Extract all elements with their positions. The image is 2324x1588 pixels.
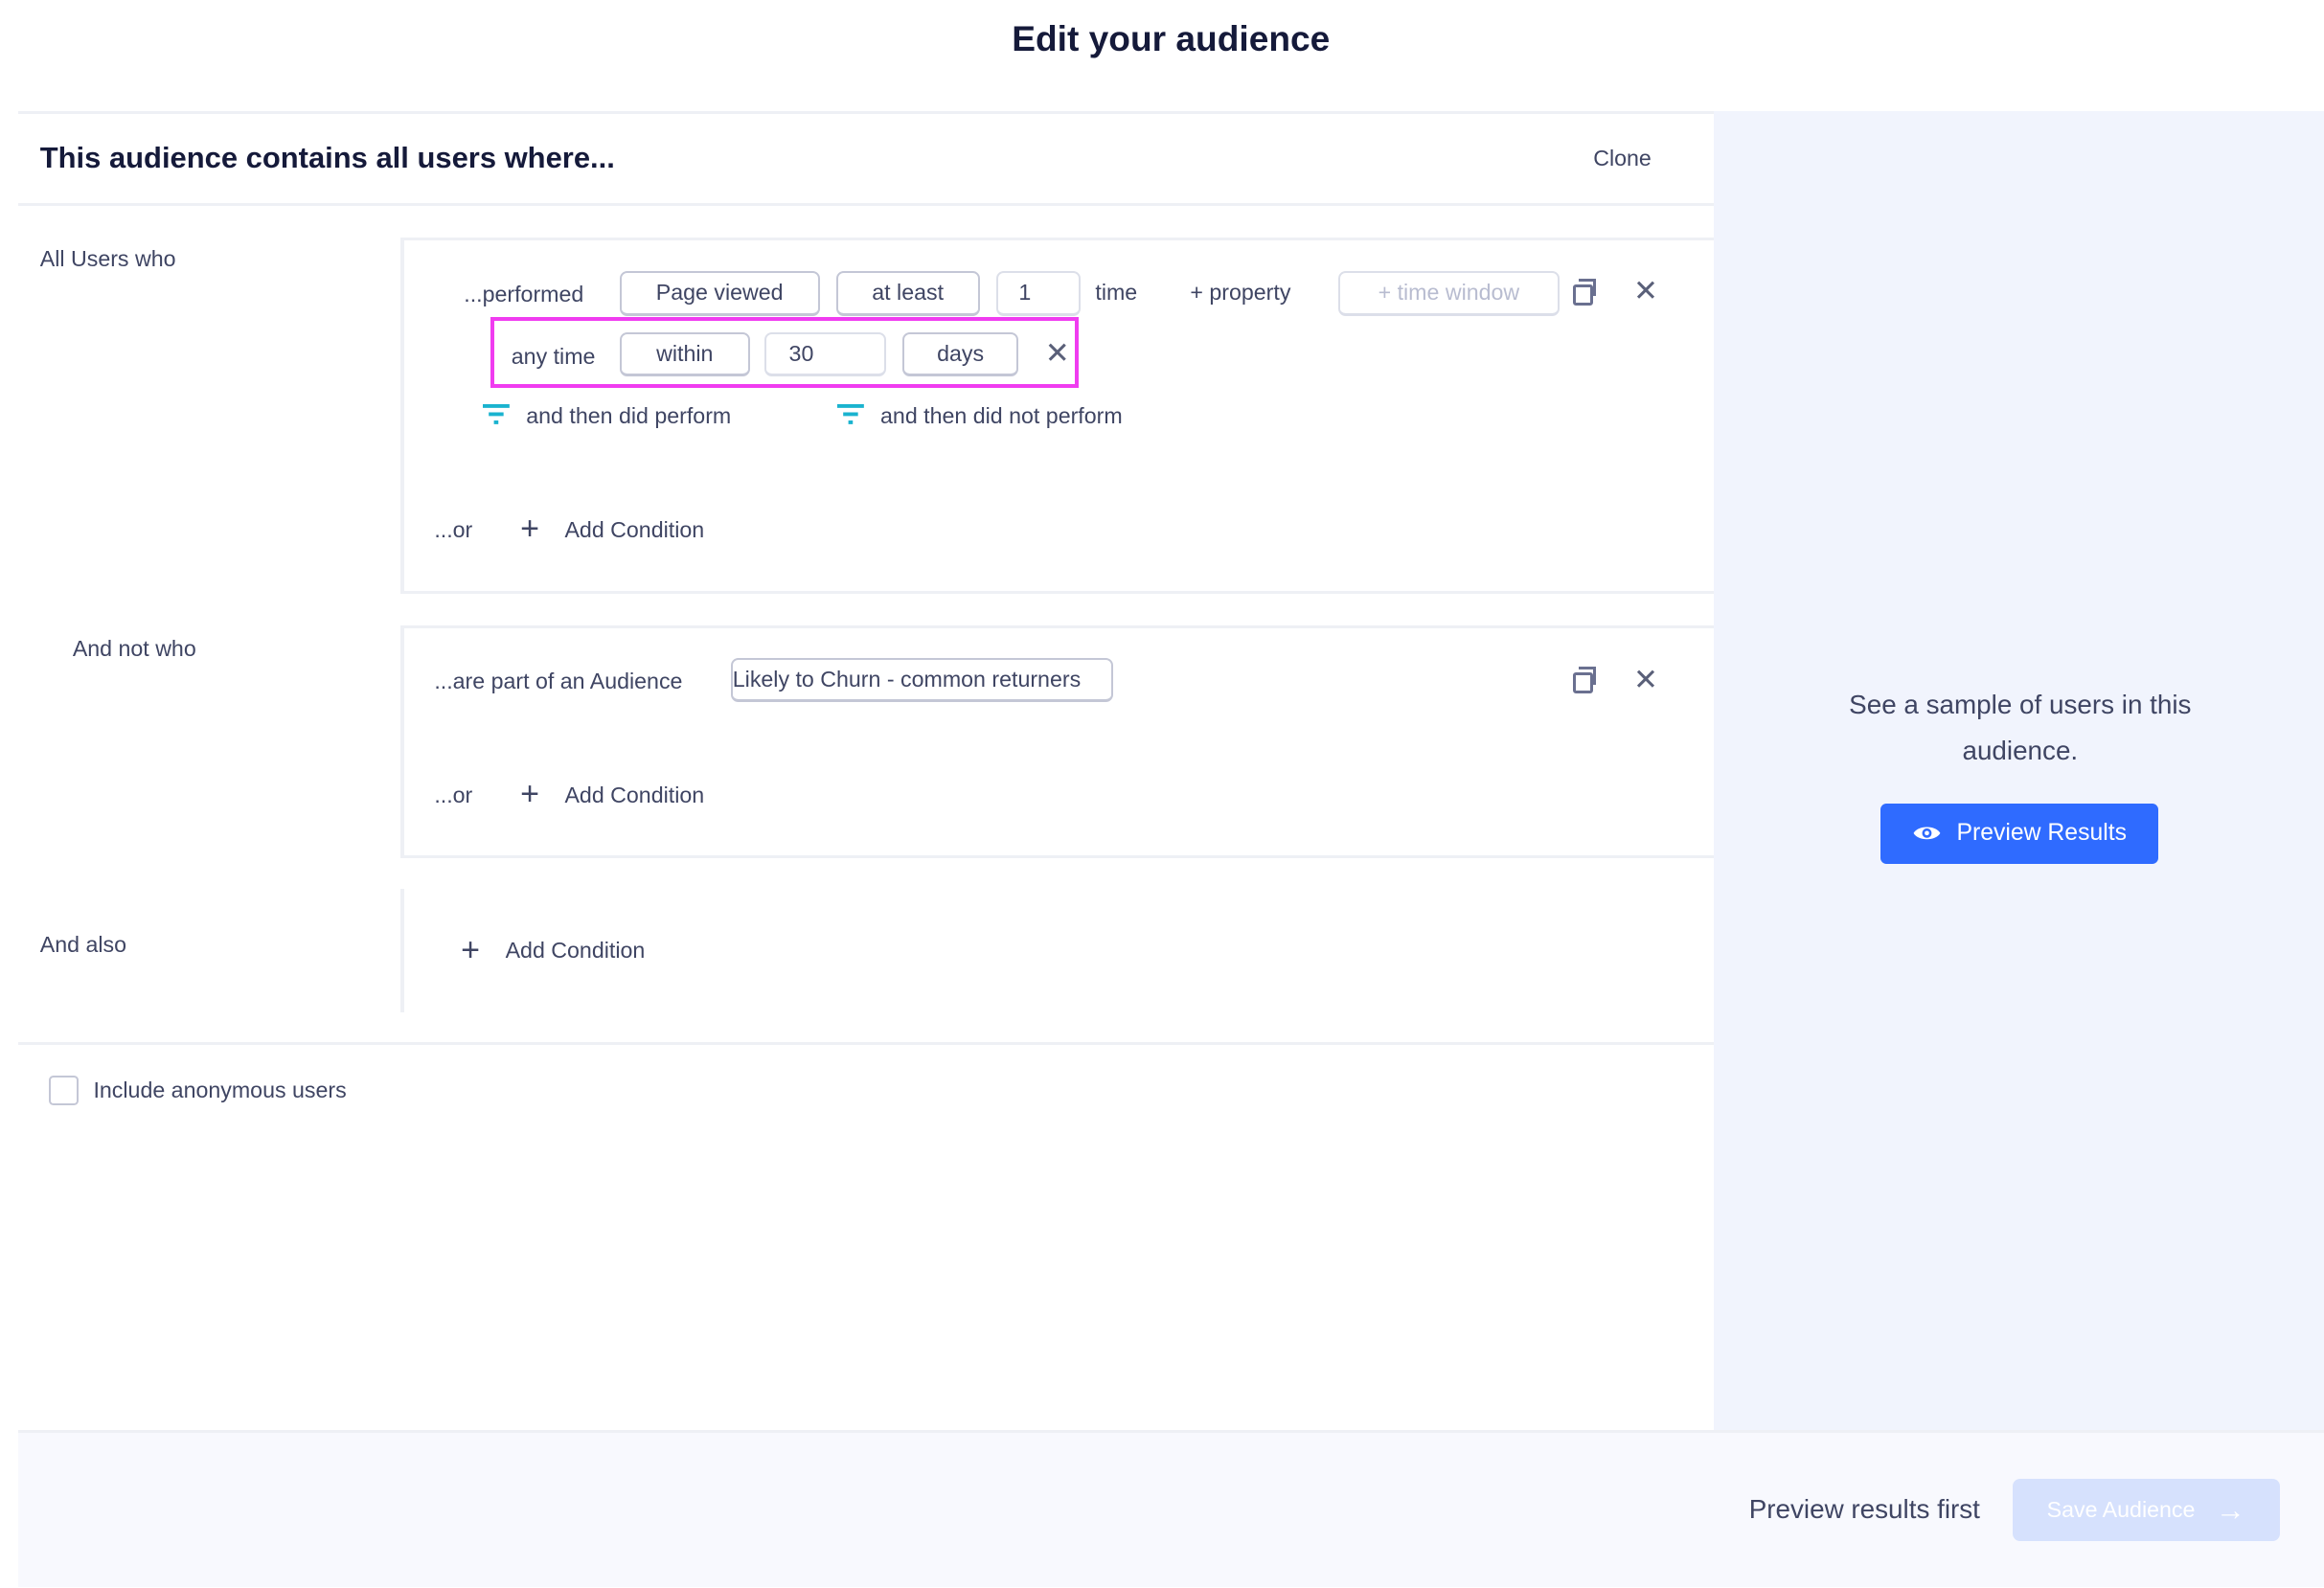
- divider: [17, 202, 1714, 207]
- plus-icon[interactable]: +: [520, 776, 539, 813]
- close-icon[interactable]: ✕: [1633, 274, 1658, 308]
- event-select[interactable]: Page viewed: [619, 271, 820, 316]
- duplicate-icon[interactable]: [1572, 278, 1597, 306]
- condition-group-2: [399, 624, 1714, 858]
- count-input[interactable]: 1: [995, 271, 1081, 316]
- save-audience-button[interactable]: Save Audience →: [2013, 1479, 2280, 1542]
- remove-time-window-icon[interactable]: ✕: [1044, 336, 1070, 371]
- page-title: Edit your audience: [1012, 17, 1331, 58]
- footer-hint: Preview results first: [1748, 1493, 1980, 1524]
- footer: [17, 1430, 2324, 1588]
- filter-icon: [837, 404, 864, 425]
- or-label: ...or: [434, 516, 473, 542]
- anonymous-users-checkbox[interactable]: [49, 1076, 79, 1106]
- plus-icon[interactable]: +: [461, 931, 481, 968]
- save-audience-label: Save Audience: [2046, 1497, 2196, 1523]
- add-condition-button[interactable]: Add Condition: [564, 782, 705, 807]
- preview-results-button[interactable]: Preview Results: [1880, 803, 2158, 864]
- time-unit-label: time: [1095, 280, 1138, 306]
- performed-label: ...performed: [464, 281, 584, 306]
- time-value-input[interactable]: 30: [764, 331, 887, 376]
- eye-icon: [1913, 827, 1941, 840]
- group-label-and-not: And not who: [72, 635, 196, 661]
- add-time-window-button[interactable]: + time window: [1338, 271, 1560, 316]
- group-label-all-users: All Users who: [39, 245, 176, 271]
- audience-editor: [17, 111, 1714, 1431]
- close-icon[interactable]: ✕: [1633, 662, 1658, 696]
- add-property-button[interactable]: + property: [1190, 280, 1291, 306]
- preview-results-label: Preview Results: [1956, 820, 2127, 847]
- then-did-not-perform-button[interactable]: and then did not perform: [880, 402, 1123, 428]
- time-unit-select[interactable]: days: [902, 331, 1018, 376]
- divider: [17, 1041, 1714, 1045]
- operator-select[interactable]: at least: [835, 271, 980, 316]
- arrow-right-icon: →: [2216, 1492, 2245, 1527]
- or-label: ...or: [434, 782, 473, 807]
- time-mode-select[interactable]: within: [619, 331, 750, 376]
- condition-group-3: [399, 889, 404, 1012]
- audience-select[interactable]: Likely to Churn - common returners: [730, 657, 1113, 703]
- anonymous-users-label: Include anonymous users: [93, 1077, 347, 1102]
- plus-icon[interactable]: +: [520, 510, 539, 548]
- audience-label: ...are part of an Audience: [434, 668, 683, 693]
- then-did-perform-button[interactable]: and then did perform: [526, 402, 732, 428]
- add-condition-button[interactable]: Add Condition: [564, 516, 705, 542]
- group-label-and-also: And also: [39, 932, 127, 958]
- time-prefix-label: any time: [511, 343, 596, 369]
- preview-panel: [1713, 111, 2324, 1431]
- add-condition-button[interactable]: Add Condition: [505, 938, 646, 964]
- editor-heading: This audience contains all users where..…: [39, 140, 615, 174]
- time-window-highlight: [490, 317, 1080, 389]
- preview-hint: See a sample of users in this audience.: [1849, 689, 2192, 765]
- filter-icon: [483, 404, 511, 425]
- clone-button[interactable]: Clone: [1593, 145, 1652, 170]
- condition-group-1: [399, 237, 1714, 595]
- duplicate-icon[interactable]: [1572, 667, 1597, 694]
